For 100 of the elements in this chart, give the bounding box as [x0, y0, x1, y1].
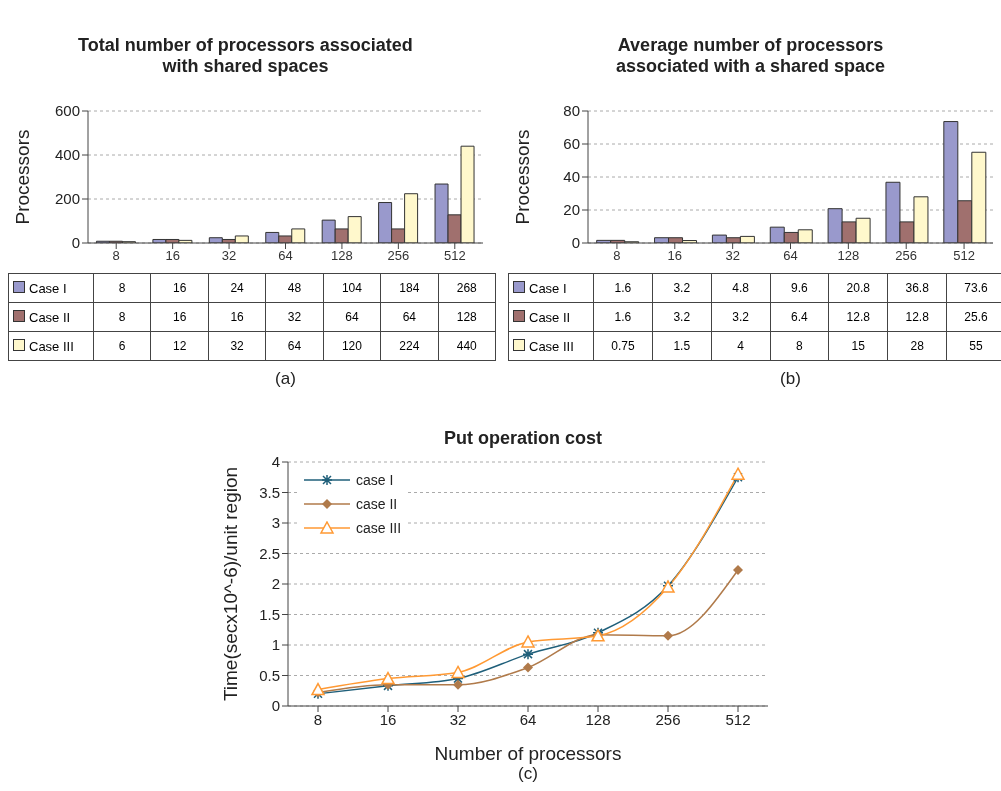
data-label: 8: [770, 331, 829, 361]
y-tick-label: 4: [271, 453, 280, 471]
data-label: 64: [380, 302, 439, 332]
legend-label: Case II: [8, 302, 94, 332]
x-tick-label: 16: [165, 248, 180, 264]
x-tick-label: 256: [895, 248, 918, 264]
y-tick-label: 2: [271, 575, 280, 593]
y-tick-label: 80: [563, 102, 580, 120]
data-label: 440: [438, 331, 496, 361]
data-label: 3.2: [711, 302, 771, 332]
x-tick-label: 32: [221, 248, 237, 264]
y-tick-label: 20: [563, 201, 580, 219]
data-label: 120: [323, 331, 381, 361]
data-label: 1.6: [593, 273, 653, 303]
data-label: 12.8: [828, 302, 888, 332]
data-label: 6.4: [770, 302, 829, 332]
data-label: 32: [265, 302, 324, 332]
y-tick-label: 1: [271, 636, 280, 654]
data-label: 55: [946, 331, 1001, 361]
y-axis-title: Time(secx10^-6)/unit region: [219, 466, 241, 702]
y-tick-label: 0: [571, 234, 580, 252]
data-label: 15: [828, 331, 888, 361]
x-tick-label: 64: [783, 248, 798, 264]
y-tick-label: 2.5: [259, 544, 280, 562]
text: (c): [517, 764, 539, 784]
x-tick-label: 64: [278, 248, 293, 264]
data-label: 8: [93, 273, 151, 303]
data-label: 184: [380, 273, 439, 303]
data-label: 48: [265, 273, 324, 303]
y-tick-label: 600: [54, 102, 80, 120]
x-tick-label: 32: [449, 710, 467, 728]
legend-label: case I: [356, 472, 394, 488]
data-label: 128: [438, 302, 496, 332]
y-tick-label: 400: [54, 146, 80, 164]
legend-label: Case II: [508, 302, 594, 332]
data-label: 73.6: [946, 273, 1001, 303]
data-label: 24: [208, 273, 266, 303]
text: (a): [274, 369, 297, 389]
legend-label: Case III: [8, 331, 94, 361]
data-label: 4: [711, 331, 771, 361]
x-tick-label: 256: [655, 710, 681, 728]
y-tick-label: 60: [563, 135, 580, 153]
x-tick-label: 512: [443, 248, 466, 264]
data-label: 8: [93, 302, 151, 332]
chart-title: Average number of processors associated with a shared space: [614, 33, 887, 78]
data-label: 224: [380, 331, 439, 361]
data-label: 9.6: [770, 273, 829, 303]
y-axis-title: Processors: [11, 129, 33, 225]
data-label: 36.8: [887, 273, 947, 303]
data-label: 1.6: [593, 302, 653, 332]
x-tick-label: 16: [379, 710, 397, 728]
data-label: 4.8: [711, 273, 771, 303]
legend-label: case II: [356, 496, 398, 512]
chart-title: Put operation cost: [443, 428, 603, 450]
y-tick-label: 3: [271, 514, 280, 532]
x-tick-label: 8: [112, 248, 120, 264]
legend-label: case III: [356, 520, 402, 536]
x-tick-label: 64: [519, 710, 537, 728]
data-label: 64: [265, 331, 324, 361]
data-label: 3.2: [652, 302, 712, 332]
x-tick-label: 512: [725, 710, 751, 728]
data-label: 64: [323, 302, 381, 332]
data-label: 3.2: [652, 273, 712, 303]
x-axis-title: Number of processors: [434, 743, 622, 764]
data-label: 12: [150, 331, 209, 361]
x-tick-label: 8: [313, 710, 323, 728]
data-label: 32: [208, 331, 266, 361]
x-tick-label: 128: [331, 248, 353, 264]
text: (b): [779, 369, 802, 389]
x-tick-label: 256: [387, 248, 410, 264]
legend-label: Case I: [508, 273, 594, 303]
data-label: 12.8: [887, 302, 947, 332]
legend-label: Case I: [8, 273, 94, 303]
legend-label: Case III: [508, 331, 594, 361]
chart-title: Total number of processors associated with shared spaces: [77, 33, 414, 78]
data-label: 0.75: [593, 331, 653, 361]
x-tick-label: 128: [585, 710, 611, 728]
data-label: 1.5: [652, 331, 712, 361]
data-label: 25.6: [946, 302, 1001, 332]
data-label: 6: [93, 331, 151, 361]
y-tick-label: 0.5: [259, 666, 280, 684]
y-axis-title: Processors: [511, 129, 533, 225]
data-label: 16: [208, 302, 266, 332]
x-tick-label: 512: [953, 248, 975, 264]
y-tick-label: 1.5: [259, 605, 280, 623]
data-label: 268: [438, 273, 496, 303]
x-tick-label: 128: [837, 248, 860, 264]
y-tick-label: 0: [71, 234, 80, 252]
y-tick-label: 200: [54, 190, 80, 208]
y-tick-label: 3.5: [259, 483, 280, 501]
x-tick-label: 16: [667, 248, 683, 264]
x-tick-label: 32: [725, 248, 740, 264]
y-tick-label: 40: [563, 168, 580, 186]
y-tick-label: 0: [271, 697, 280, 715]
data-label: 20.8: [828, 273, 888, 303]
x-tick-label: 8: [613, 248, 621, 264]
data-label: 16: [150, 302, 209, 332]
data-label: 28: [887, 331, 947, 361]
data-label: 104: [323, 273, 381, 303]
data-label: 16: [150, 273, 209, 303]
